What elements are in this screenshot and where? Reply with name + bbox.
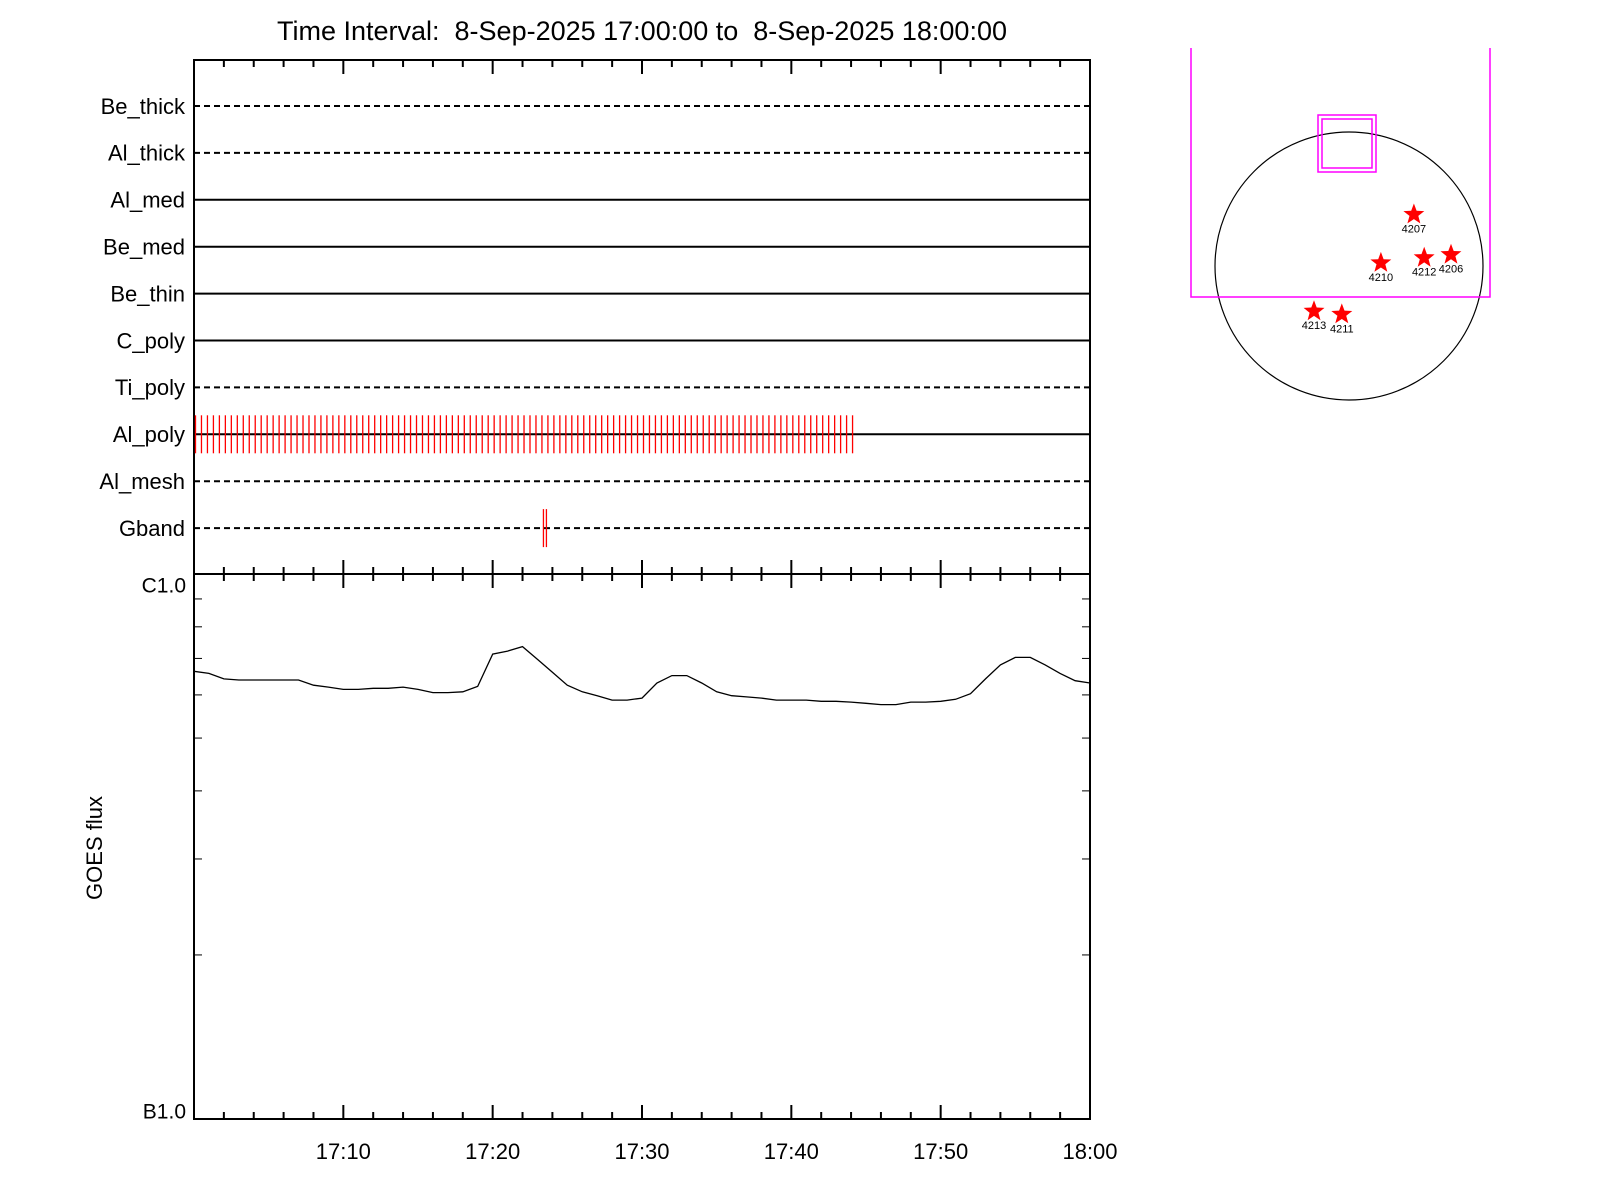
- active-region: [1403, 203, 1425, 224]
- fov-box: [1190, 48, 1491, 298]
- frame: [193, 59, 1091, 1120]
- filter-label: Be_med: [103, 235, 185, 260]
- region-label: 4206: [1439, 264, 1463, 276]
- x-tick-label: 17:50: [913, 1139, 968, 1164]
- filter-label: C_poly: [117, 328, 185, 353]
- filter-label: Al_poly: [113, 422, 185, 447]
- filter-label: Al_thick: [108, 141, 186, 166]
- active-region: [1303, 300, 1325, 321]
- y-axis-label: GOES flux: [82, 796, 107, 900]
- x-tick-label: 17:10: [316, 1139, 371, 1164]
- filter-label: Gband: [119, 516, 185, 541]
- target-box: [1321, 118, 1373, 169]
- region-label: 4213: [1302, 320, 1326, 332]
- region-label: 4212: [1412, 267, 1436, 279]
- active-region: [1331, 303, 1353, 324]
- region-label: 4210: [1369, 272, 1393, 284]
- filter-label: Ti_poly: [115, 375, 185, 400]
- active-region: [1440, 243, 1462, 264]
- x-tick-label: 17:20: [465, 1139, 520, 1164]
- sun-map: [1190, 48, 1491, 401]
- filter-label: Al_mesh: [99, 469, 185, 494]
- x-tick-label: 17:40: [764, 1139, 819, 1164]
- filter-label: Al_med: [110, 188, 185, 213]
- active-region: [1413, 246, 1435, 267]
- x-tick-label: 18:00: [1062, 1139, 1117, 1164]
- filter-label: Be_thin: [110, 281, 185, 306]
- goes-curve: [193, 645, 1091, 706]
- y-tick-label: C1.0: [142, 575, 186, 598]
- target-box: [1317, 114, 1377, 173]
- filter-label: Be_thick: [101, 94, 186, 119]
- solar-disk: [1214, 131, 1484, 401]
- x-tick-label: 17:30: [614, 1139, 669, 1164]
- chart-title: Time Interval: 8-Sep-2025 17:00:00 to 8-…: [277, 16, 1007, 46]
- axes-frame: [193, 59, 1091, 1120]
- active-region: [1370, 251, 1392, 272]
- y-tick-label: B1.0: [143, 1101, 186, 1124]
- region-label: 4211: [1330, 323, 1354, 335]
- region-label: 4207: [1402, 223, 1426, 235]
